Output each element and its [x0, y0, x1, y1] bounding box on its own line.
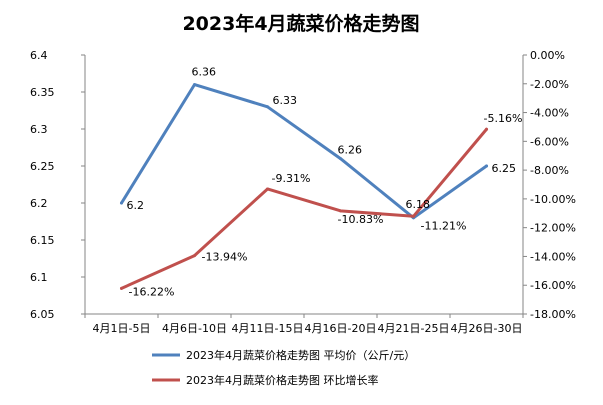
- data-label: -11.21%: [421, 219, 467, 232]
- left-tick-label: 6.35: [30, 86, 55, 99]
- data-point: [193, 254, 196, 258]
- left-tick-label: 6.05: [30, 308, 55, 321]
- legend-label-1: 2023年4月蔬菜价格走势图 平均价（公斤/元）: [186, 348, 415, 362]
- data-point: [485, 127, 488, 131]
- series-line-1: [120, 83, 488, 220]
- right-tick-label: -6.00%: [530, 135, 569, 148]
- legend-label-2: 2023年4月蔬菜价格走势图 环比增长率: [186, 373, 379, 387]
- series-line-2: [120, 127, 488, 290]
- right-tick-label: -14.00%: [530, 250, 576, 263]
- left-tick-label: 6.3: [30, 123, 48, 136]
- right-tick-label: -4.00%: [530, 107, 569, 120]
- data-point: [339, 157, 342, 161]
- x-tick-label: 4月11日-15日: [232, 322, 304, 335]
- data-point: [120, 286, 123, 290]
- data-point: [485, 164, 488, 168]
- data-point: [120, 201, 123, 205]
- x-tick-label: 4月1日-5日: [93, 322, 151, 335]
- x-tick-label: 4月21日-25日: [378, 322, 450, 335]
- data-label: 6.33: [273, 94, 298, 107]
- right-tick-label: -2.00%: [530, 78, 569, 91]
- right-tick-label: -8.00%: [530, 164, 569, 177]
- data-label: -16.22%: [129, 285, 175, 298]
- data-label: 6.25: [492, 162, 517, 175]
- right-tick-label: 0.00%: [530, 49, 565, 62]
- right-tick-label: -10.00%: [530, 193, 576, 206]
- data-point: [193, 83, 196, 87]
- left-tick-label: 6.4: [30, 49, 48, 62]
- x-tick-label: 4月6日-10日: [162, 322, 227, 335]
- data-point: [339, 209, 342, 213]
- x-tick-label: 4月16日-20日: [305, 322, 377, 335]
- left-tick-label: 6.1: [30, 271, 48, 284]
- data-label: -13.94%: [202, 251, 248, 264]
- right-tick-label: -18.00%: [530, 308, 576, 321]
- data-label: 6.2: [127, 199, 145, 212]
- data-label: 6.18: [406, 198, 431, 211]
- data-label: 6.36: [192, 66, 217, 79]
- data-point: [412, 214, 415, 218]
- left-tick-label: 6.2: [30, 197, 48, 210]
- data-point: [266, 105, 269, 109]
- data-label: -10.83%: [338, 213, 384, 226]
- data-point: [266, 187, 269, 191]
- left-tick-label: 6.15: [30, 234, 55, 247]
- x-tick-label: 4月26日-30日: [451, 322, 523, 335]
- left-tick-label: 6.25: [30, 160, 55, 173]
- right-tick-label: -12.00%: [530, 222, 576, 235]
- right-tick-label: -16.00%: [530, 279, 576, 292]
- chart-title: 2023年4月蔬菜价格走势图: [182, 12, 419, 35]
- data-label: -5.16%: [484, 112, 523, 125]
- data-label: 6.26: [338, 144, 363, 157]
- data-label: -9.31%: [272, 172, 311, 185]
